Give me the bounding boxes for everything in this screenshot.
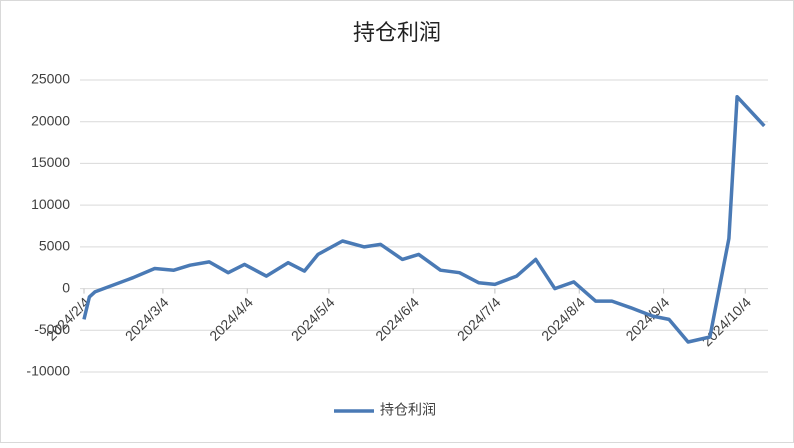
- y-tick-label: 20000: [31, 112, 70, 128]
- legend-label: 持仓利润: [380, 402, 436, 418]
- y-tick-label: -10000: [26, 363, 70, 379]
- data-line: [82, 94, 766, 344]
- y-tick-label: 0: [62, 279, 70, 295]
- chart-title: 持仓利润: [353, 20, 441, 45]
- y-tick-label: 10000: [31, 196, 70, 212]
- y-tick-label: 5000: [39, 238, 70, 254]
- y-tick-label: 15000: [31, 154, 70, 170]
- y-tick-label: 25000: [31, 71, 70, 87]
- y-tick-label: -5000: [34, 321, 70, 337]
